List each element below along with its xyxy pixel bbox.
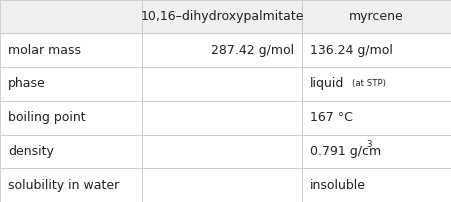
Bar — [302, 101, 451, 135]
Text: 10,16–dihydroxypalmitate: 10,16–dihydroxypalmitate — [140, 10, 304, 23]
Bar — [0, 101, 142, 135]
Bar — [142, 101, 302, 135]
Text: insoluble: insoluble — [310, 179, 366, 192]
Bar — [302, 168, 451, 202]
Bar — [142, 0, 302, 33]
Bar — [0, 0, 142, 33]
Bar — [142, 67, 302, 101]
Text: molar mass: molar mass — [8, 44, 81, 57]
Text: phase: phase — [8, 77, 46, 90]
Bar — [0, 33, 142, 67]
Text: solubility in water: solubility in water — [8, 179, 120, 192]
Bar — [302, 135, 451, 168]
Bar — [302, 0, 451, 33]
Text: 287.42 g/mol: 287.42 g/mol — [211, 44, 294, 57]
Bar — [0, 135, 142, 168]
Bar — [302, 33, 451, 67]
Text: 3: 3 — [367, 140, 372, 149]
Bar — [142, 168, 302, 202]
Text: 0.791 g/cm: 0.791 g/cm — [310, 145, 382, 158]
Text: boiling point: boiling point — [8, 111, 86, 124]
Text: 167 °C: 167 °C — [310, 111, 353, 124]
Text: liquid: liquid — [310, 77, 345, 90]
Text: 136.24 g/mol: 136.24 g/mol — [310, 44, 393, 57]
Text: (at STP): (at STP) — [352, 79, 386, 88]
Bar — [0, 168, 142, 202]
Bar — [142, 33, 302, 67]
Text: density: density — [8, 145, 54, 158]
Bar — [302, 67, 451, 101]
Bar — [142, 135, 302, 168]
Text: myrcene: myrcene — [349, 10, 404, 23]
Bar — [0, 67, 142, 101]
